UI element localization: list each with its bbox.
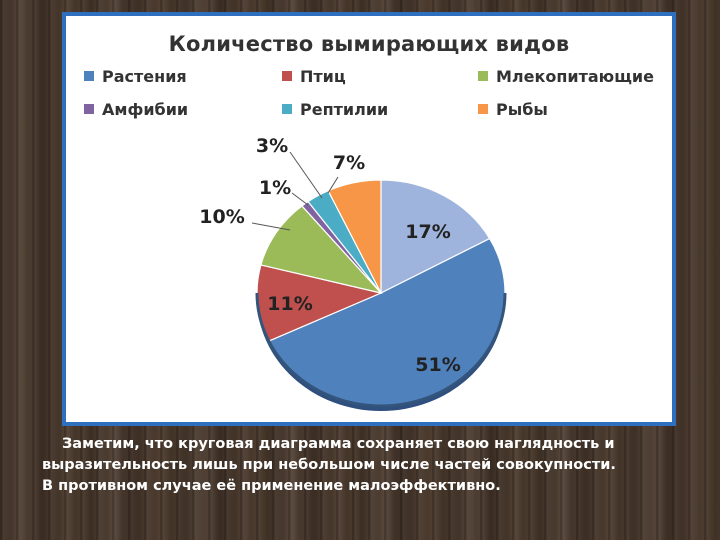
legend-label: Птиц (300, 66, 346, 86)
pct-label-other: 17% (405, 221, 450, 243)
legend-label: Растения (102, 66, 187, 86)
leader-line (251, 222, 291, 231)
legend-item-plants: Растения (84, 65, 187, 87)
caption-line: Заметим, что круговая диаграмма сохраняе… (62, 436, 615, 452)
legend-swatch (84, 71, 94, 81)
pie-edge (255, 292, 507, 408)
caption-line: В противном случае её применение малоэфф… (42, 478, 501, 494)
legend-item-birds: Птиц (282, 65, 346, 87)
legend-item-reptiles: Рептилии (282, 98, 388, 120)
legend-swatch (282, 104, 292, 114)
legend-label: Рыбы (496, 99, 548, 119)
legend-swatch (478, 104, 488, 114)
legend-label: Млекопитающие (496, 66, 654, 86)
legend-swatch (282, 71, 292, 81)
legend-item-amphibians: Амфибии (84, 98, 188, 120)
legend-item-mammals: Млекопитающие (478, 65, 654, 87)
legend-label: Амфибии (102, 99, 189, 119)
caption-line: выразительность лишь при небольшом числе… (42, 457, 616, 473)
pie-slice-other (380, 179, 491, 294)
legend-swatch (84, 104, 94, 114)
legend-label: Рептилии (300, 99, 389, 119)
leader-line (289, 151, 323, 199)
chart-frame: 17% 51% 11% 10% 1% 3% 7% Количество вымирающих… (62, 12, 676, 426)
pie-chart: 17% 51% 11% 10% 1% 3% 7% (199, 135, 507, 411)
leader-line (291, 192, 309, 206)
caption-text: Заметим, что круговая диаграмма сохраняе… (42, 434, 692, 497)
pct-label-amphibians: 1% (259, 177, 291, 199)
legend-swatch (478, 71, 488, 81)
pct-label-plants: 51% (415, 354, 460, 376)
pie-slice-mammals (260, 205, 383, 295)
chart-title: Количество вымирающих видов (168, 32, 570, 56)
legend-item-fish: Рыбы (478, 98, 548, 120)
pct-label-reptiles: 3% (256, 135, 288, 157)
pct-label-mammals: 10% (199, 206, 244, 228)
pct-label-birds: 11% (267, 293, 312, 315)
pct-label-fish: 7% (333, 152, 365, 174)
pie-slice-fish (327, 179, 382, 294)
leader-line (327, 176, 339, 194)
